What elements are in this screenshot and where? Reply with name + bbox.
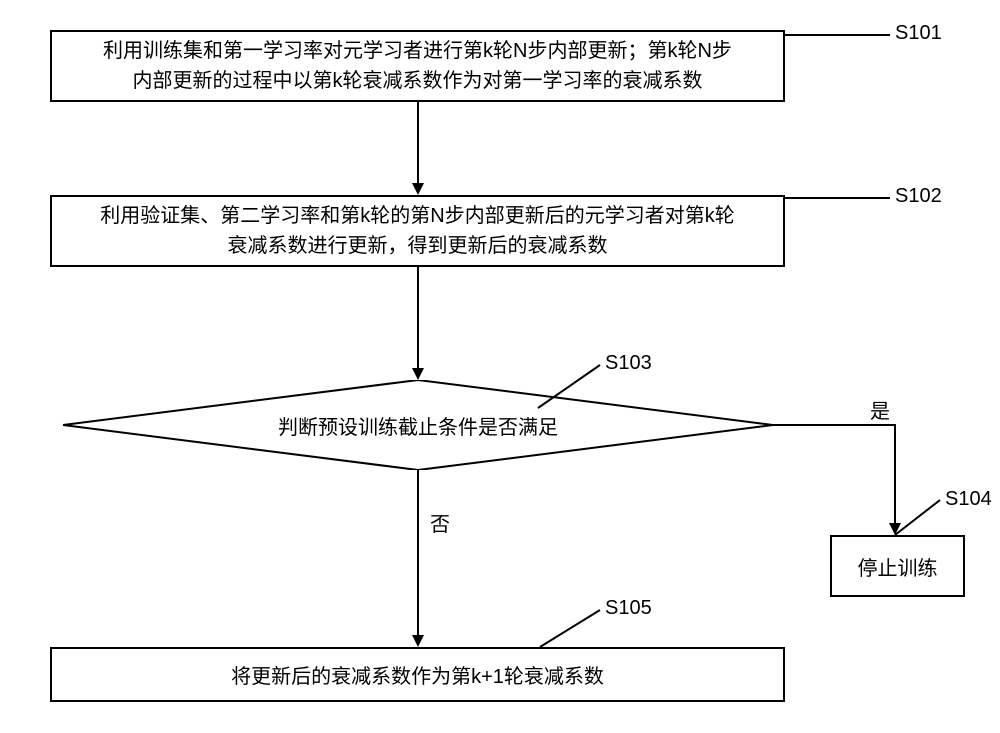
label-s105: S105 (605, 597, 652, 620)
node-s103-text: 判断预设训练截止条件是否满足 (278, 411, 558, 440)
